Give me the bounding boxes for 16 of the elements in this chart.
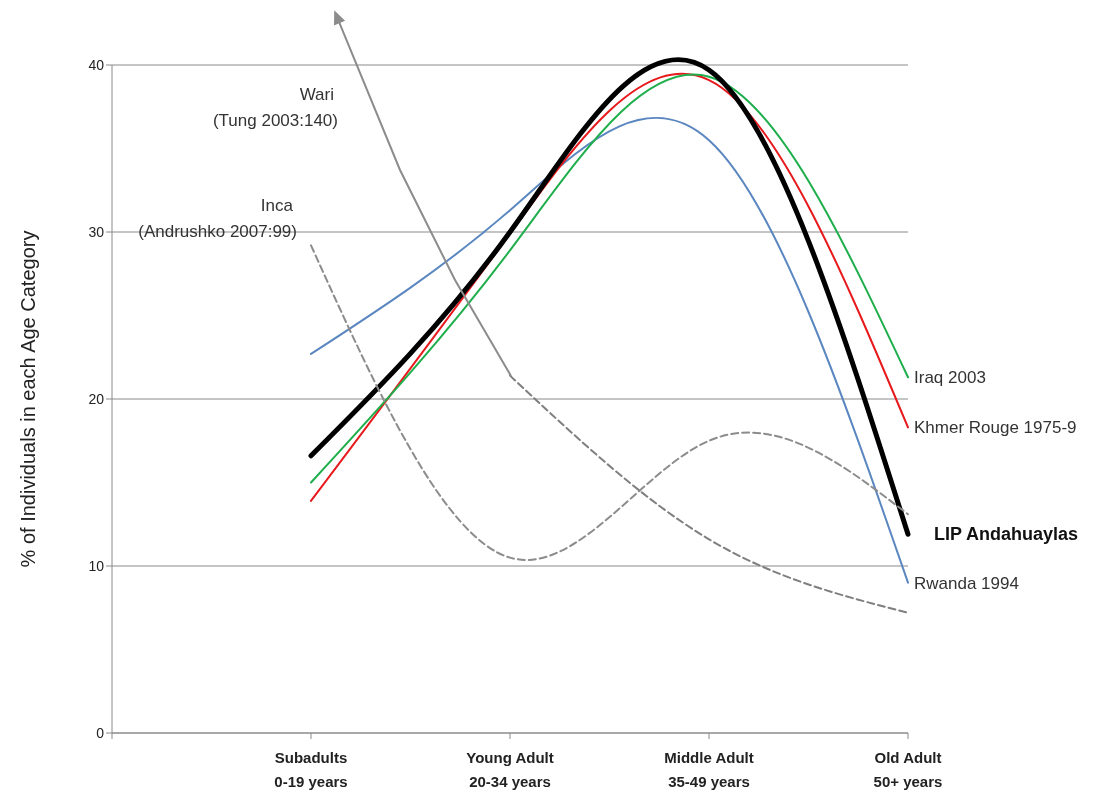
y-tick-label: 20 — [88, 390, 105, 407]
series-label: Inca (Andrushko 2007:99) — [138, 196, 297, 242]
x-tick-label: Subadults 0-19 years — [274, 749, 348, 790]
series-label: Khmer Rouge 1975-9 — [914, 418, 1077, 438]
x-tick-label: Young Adult 20-34 years — [466, 749, 554, 790]
series-label: LIP Andahuaylas — [934, 524, 1079, 545]
y-tick-label: 10 — [88, 557, 105, 574]
y-axis-title: % of Individuals in each Age Category — [17, 230, 40, 568]
y-tick-label: 0 — [96, 724, 105, 741]
y-tick-label: 40 — [88, 56, 105, 73]
x-tick-label: Old Adult 50+ years — [873, 749, 943, 790]
series-label: Iraq 2003 — [914, 368, 986, 388]
series-label: Rwanda 1994 — [914, 573, 1019, 593]
x-tick-label: Middle Adult 35-49 years — [664, 749, 754, 790]
annotation: Wari (Tung 2003:140) — [212, 85, 338, 130]
y-tick-label: 30 — [88, 223, 105, 240]
